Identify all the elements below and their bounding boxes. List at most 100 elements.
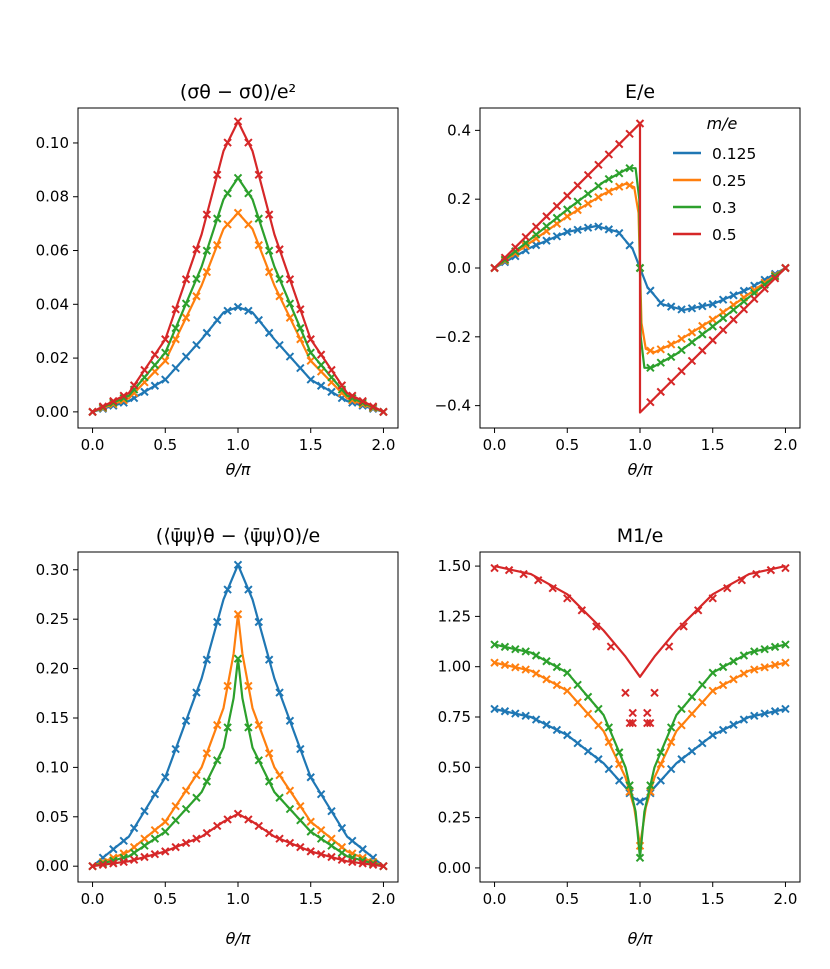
mass-marker-0.25 — [729, 675, 738, 684]
energy-marker-0.5 — [604, 150, 614, 159]
sigma-ytick-label: 0.02 — [36, 349, 69, 367]
mass-marker-0.25 — [521, 665, 530, 674]
condensate-marker-0.25 — [316, 825, 326, 835]
condensate-marker-0.3 — [161, 827, 170, 836]
legend: m/e 0.125 0.25 0.3 0.5 — [673, 114, 756, 244]
energy-marker-0.3 — [698, 330, 707, 339]
energy-marker-0.5 — [656, 387, 665, 397]
sigma-marker-0.5 — [368, 402, 378, 411]
condensate-marker-0.125 — [109, 845, 118, 854]
mass-marker-0.125 — [500, 707, 510, 716]
mass-marker-0.125 — [511, 709, 520, 718]
sigma-marker-0.125 — [275, 340, 284, 350]
condensate-marker-0.5 — [327, 852, 336, 862]
energy-marker-0.3 — [687, 338, 697, 347]
mass-marker-0.125 — [760, 709, 769, 718]
condensate-marker-0.5 — [275, 834, 284, 843]
condensate-marker-0.3 — [285, 804, 295, 814]
sigma-marker-0.5 — [88, 407, 97, 417]
mass-marker-0.3 — [511, 644, 520, 654]
condensate-marker-0.25 — [285, 786, 295, 795]
energy-marker-0.5 — [552, 201, 562, 211]
mass-marker-0.125 — [770, 707, 780, 716]
energy-marker-0.3 — [677, 345, 686, 355]
energy-marker-0.125 — [739, 286, 749, 296]
mass-marker-0.3 — [739, 651, 749, 660]
mass-marker-0.25 — [531, 669, 541, 678]
condensate-marker-0.3 — [192, 793, 201, 802]
energy-marker-0.125 — [718, 295, 728, 304]
condensate-marker-0.5 — [181, 838, 191, 848]
condensate-marker-0.5 — [119, 857, 128, 867]
mass-marker-0.125 — [563, 730, 572, 740]
condensate-marker-0.125 — [316, 789, 326, 799]
energy-marker-0.25 — [615, 182, 624, 191]
legend-label-0.3: 0.3 — [712, 199, 737, 217]
condensate-ytick-label: 0.00 — [36, 857, 69, 875]
sigma-xtick-label: 1.5 — [299, 436, 323, 454]
sigma-marker-0.125 — [202, 328, 212, 338]
mass-extra-marker — [781, 563, 790, 573]
panel-energy: E/e 0.0 0.5 1.0 1.5 2.0 −0.4 −0.2 0.0 0.2 0.4 θ/π… — [435, 81, 801, 479]
mass-extra-markers — [490, 563, 790, 728]
condensate-marker-0.25 — [244, 681, 253, 691]
condensate-xtick-label: 2.0 — [372, 890, 396, 908]
mass-marker-0.25 — [708, 686, 717, 696]
condensate-marker-0.125 — [348, 836, 357, 845]
condensate-marker-0.125 — [119, 836, 128, 845]
panel-condensate: (⟨ψ̄ψ⟩θ − ⟨ψ̄ψ⟩0)/e 0.0 0.5 1.0 1.5 2.00.000… — [36, 525, 399, 948]
mass-series-line-0.5 — [494, 565, 786, 678]
condensate-marker-0.5 — [254, 821, 263, 831]
sigma-marker-0.3 — [306, 348, 315, 357]
energy-marker-0.3 — [646, 363, 655, 372]
mass-marker-0.125 — [594, 755, 603, 764]
mass-marker-0.125 — [615, 776, 624, 785]
mass-extra-marker — [643, 718, 652, 728]
condensate-marker-0.3 — [244, 723, 253, 732]
mass-ytick-label: 1.50 — [438, 557, 471, 575]
energy-xtick-label: 0.0 — [483, 436, 507, 454]
condensate-marker-0.3 — [306, 827, 315, 836]
mass-marker-0.3 — [583, 692, 593, 702]
mass-extra-marker — [490, 563, 499, 573]
condensate-marker-0.3 — [181, 804, 191, 814]
energy-marker-0.25 — [594, 193, 603, 202]
mass-marker-0.25 — [656, 759, 665, 769]
energy-marker-0.3 — [770, 272, 780, 281]
condensate-marker-0.5 — [150, 849, 160, 859]
energy-marker-0.5 — [573, 181, 582, 190]
energy-xtick-label: 1.0 — [628, 436, 652, 454]
condensate-series-markers-0.3 — [88, 654, 388, 871]
mass-marker-0.25 — [500, 660, 510, 670]
condensate-marker-0.125 — [223, 585, 232, 594]
condensate-marker-0.125 — [254, 617, 263, 627]
mass-marker-0.125 — [573, 738, 582, 748]
sigma-marker-0.5 — [171, 305, 180, 314]
energy-marker-0.5 — [521, 232, 530, 242]
mass-marker-0.125 — [583, 746, 593, 756]
energy-xtick-label: 2.0 — [774, 436, 798, 454]
mass-extra-marker — [628, 708, 637, 718]
sigma-marker-0.5 — [275, 245, 284, 254]
mass-marker-0.25 — [666, 737, 676, 747]
sigma-marker-0.3 — [223, 189, 232, 198]
energy-marker-0.3 — [604, 174, 614, 184]
sigma-ytick-label: 0.08 — [36, 188, 69, 206]
energy-marker-0.3 — [739, 297, 749, 306]
sigma-marker-0.25 — [296, 335, 305, 344]
mass-marker-0.3 — [698, 680, 707, 690]
mass-extra-marker — [643, 708, 652, 718]
energy-marker-0.3 — [656, 358, 665, 367]
condensate-marker-0.3 — [316, 834, 326, 843]
mass-marker-0.125 — [490, 704, 499, 714]
mass-marker-0.25 — [687, 709, 697, 719]
energy-marker-0.5 — [563, 191, 572, 200]
condensate-series-markers-0.25 — [88, 610, 388, 871]
condensate-marker-0.5 — [161, 847, 170, 856]
mass-extra-marker — [628, 718, 637, 728]
mass-extra-marker — [548, 584, 557, 593]
sigma-marker-0.5 — [358, 396, 367, 406]
energy-marker-0.5 — [729, 315, 738, 324]
condensate-marker-0.125 — [161, 773, 170, 782]
condensate-marker-0.25 — [161, 817, 170, 826]
